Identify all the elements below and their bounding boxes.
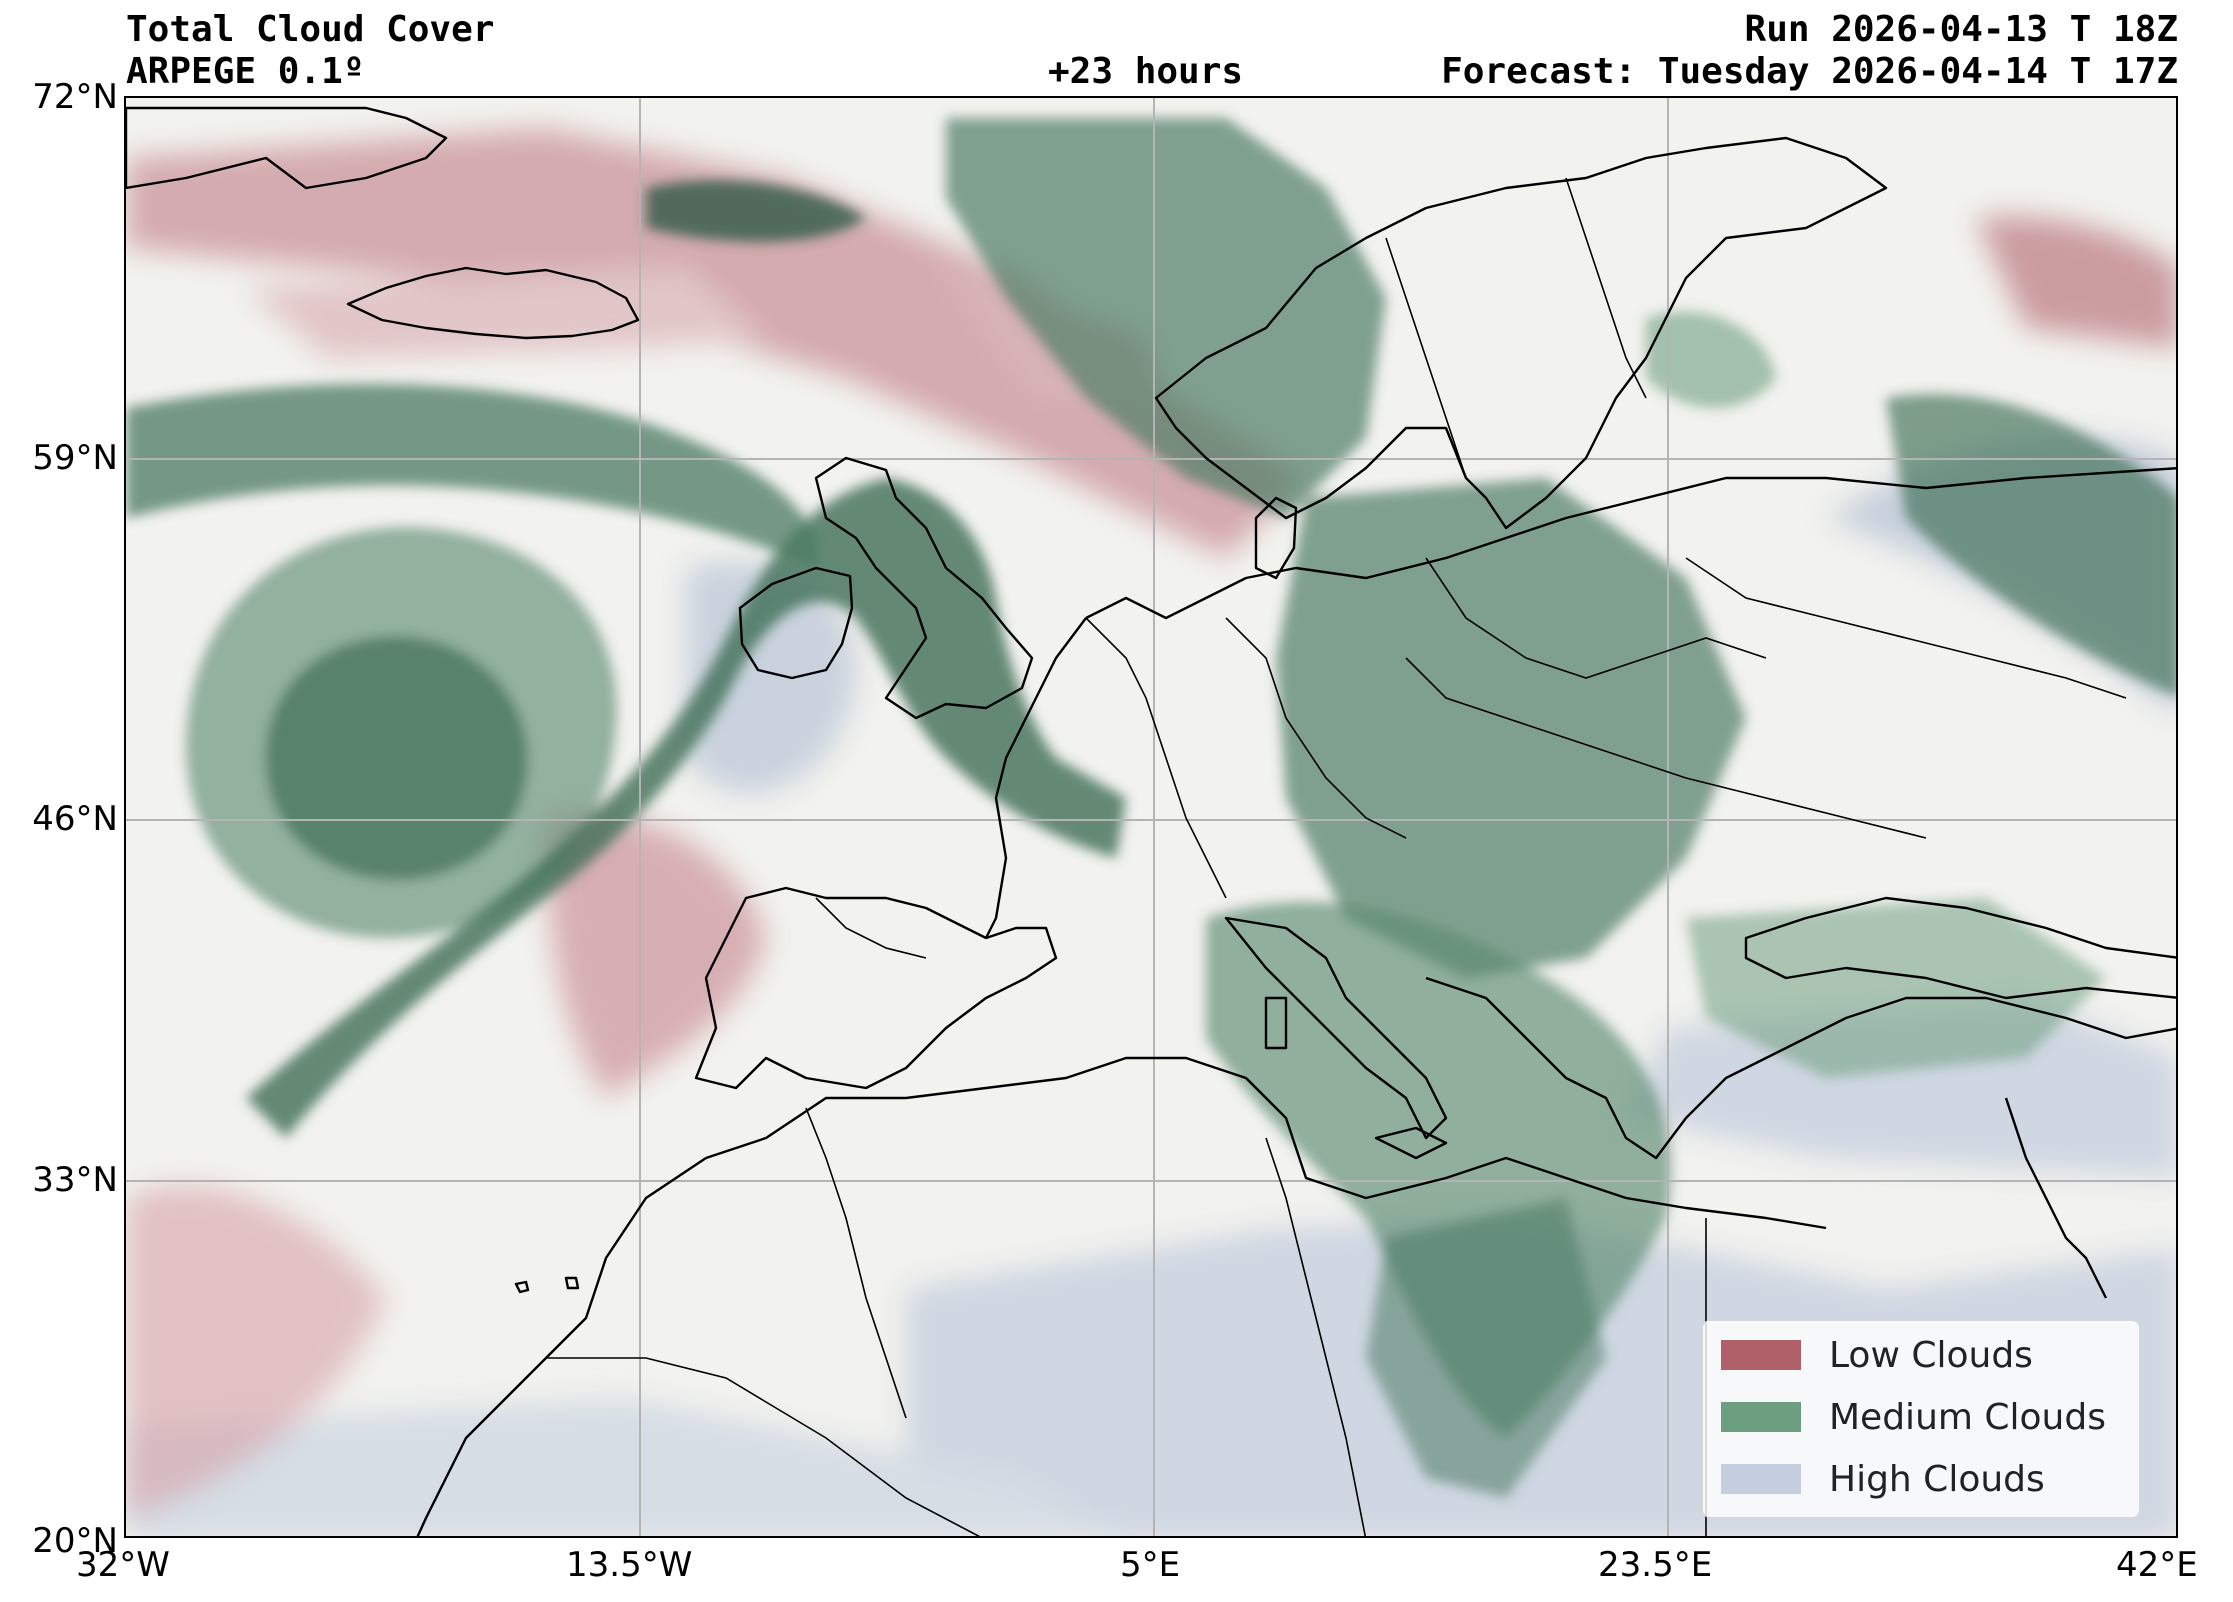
lon-tick-23-5e: 23.5°E [1598,1545,1713,1585]
lat-tick-46n: 46°N [32,799,118,839]
high-cloud-biscay [686,561,857,793]
medium-cloud-cyclone-core [266,636,528,880]
border-germany [1225,617,1407,839]
medium-cloud-atlantic-jet [126,384,818,568]
low-cloud-north-atlantic [126,128,1306,558]
coast-france-atlantic [984,617,1087,939]
legend-item-low-clouds: Low Clouds [1721,1334,2033,1376]
border-sweden-norway [1385,237,1467,479]
coast-great-britain [814,456,1034,720]
low-cloud-atlantic-south [126,1185,386,1518]
coast-ireland [738,566,854,680]
coast-italy [1224,916,1448,1140]
border-poland [1425,557,1767,679]
model-name: ARPEGE 0.1º [126,51,365,92]
lat-tick-20n: 20°N [32,1521,118,1561]
medium-cloud-layer [126,118,2176,1498]
coastlines [126,106,2176,1536]
legend-item-medium-clouds: Medium Clouds [1721,1396,2106,1438]
border-finland [1565,177,1647,399]
cloud-cover-map[interactable]: Low Clouds Medium Clouds High Clouds [124,96,2178,1538]
lon-tick-13-5w: 13.5°W [566,1545,693,1585]
lon-tick-5e: 5°E [1120,1545,1181,1585]
lat-tick-59n: 59°N [32,438,118,478]
border-iberia [815,897,927,959]
coast-levant [2004,1097,2108,1299]
legend: Low Clouds Medium Clouds High Clouds [1702,1320,2140,1518]
low-cloud-iberia-west [546,814,766,1098]
coast-greenland [126,106,448,190]
coast-sicily [1374,1126,1448,1160]
coast-sardinia [1264,996,1288,1050]
graticule [126,98,2176,1536]
coast-black-sea [1744,896,2176,1000]
coast-scandinavia [1154,136,1888,530]
lead-time: +23 hours [1048,51,1244,92]
border-france [1085,617,1227,899]
medium-cloud-russia [1886,394,2176,697]
legend-label: Medium Clouds [1829,1396,2106,1438]
borders [546,177,2127,1536]
medium-clouds-swatch [1721,1402,1801,1432]
medium-cloud-central-europe [1276,478,1746,978]
medium-cloud-north-band [646,179,866,242]
lat-tick-72n: 72°N [32,77,118,117]
border-ukraine [1685,557,2127,699]
coast-balkans [1425,976,2176,1160]
coast-iceland [346,266,640,340]
coast-north-africa [705,1056,1827,1230]
lon-tick-32w: 32°W [76,1545,170,1585]
lat-tick-33n: 33°N [32,1160,118,1200]
legend-label: Low Clouds [1829,1334,2033,1376]
medium-cloud-norway [946,118,1386,518]
coast-jutland [1254,496,1298,580]
coast-africa-west [416,1157,707,1536]
border-central [1405,657,1927,839]
border-morocco-algeria [805,1107,907,1419]
lon-tick-42e: 42°E [2116,1545,2198,1585]
coast-canaries [514,1276,580,1294]
medium-cloud-front-arc [246,478,1126,1138]
map-title: Total Cloud Cover [126,9,495,50]
border-algeria-libya [1265,1137,1367,1536]
run-time: Run 2026-04-13 T 18Z [1744,9,2178,50]
forecast-time: Forecast: Tuesday 2026-04-14 T 17Z [1441,51,2178,92]
medium-cloud-finland [1646,311,1776,408]
medium-cloud-turkey [1686,898,2106,1078]
high-clouds-swatch [1721,1464,1801,1494]
legend-label: High Clouds [1829,1458,2045,1500]
coast-iberia [694,886,1058,1090]
legend-item-high-clouds: High Clouds [1721,1458,2045,1500]
high-cloud-atlantic-south [126,1398,1120,1536]
medium-cloud-libya [1366,1198,1606,1498]
low-cloud-russia [1976,216,2176,348]
coast-continental-west [1085,467,2176,620]
low-cloud-iceland-band [246,268,766,358]
low-clouds-swatch [1721,1340,1801,1370]
border-sahara [546,1357,981,1536]
